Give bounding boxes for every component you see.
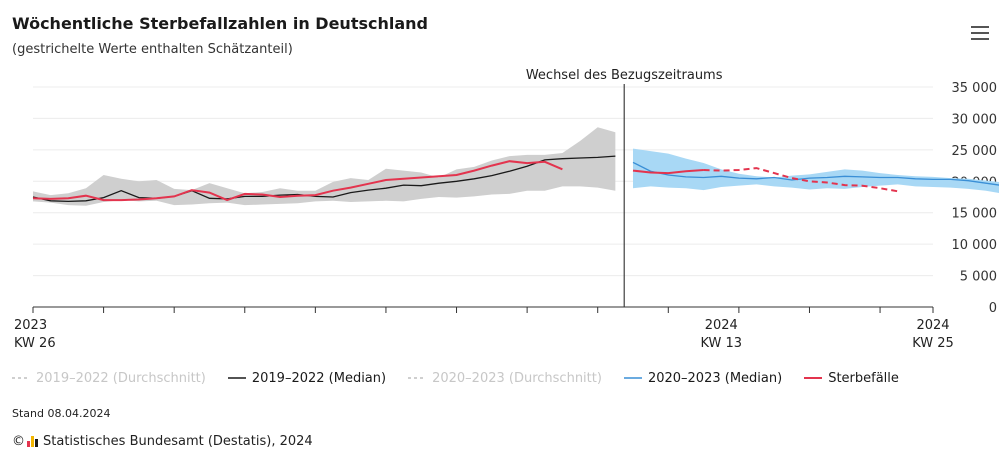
x-tick-label: KW 13: [700, 336, 742, 351]
copyright-symbol: ©: [12, 434, 25, 449]
x-tick-label: 2024: [705, 318, 738, 333]
legend-swatch: [623, 377, 642, 379]
x-tick-label: 2024: [916, 318, 949, 333]
y-tick-label: 10 000: [952, 238, 998, 253]
chart-legend: 2019–2022 (Durchschnitt) 2019–2022 (Medi…: [12, 368, 987, 388]
destatis-logo-icon: [27, 436, 39, 447]
y-tick-label: 30 000: [952, 112, 998, 127]
series-line-sterbefaelle: [32, 160, 563, 202]
y-tick-label: 35 000: [952, 81, 998, 96]
legend-label: Sterbefälle: [828, 370, 899, 386]
legend-item-median-2019-2022[interactable]: 2019–2022 (Median): [227, 370, 387, 386]
plot-line-label: Wechsel des Bezugszeitraums: [526, 68, 723, 83]
x-tick-label: KW 25: [912, 336, 954, 351]
legend-label: 2020–2023 (Median): [647, 370, 783, 386]
hamburger-menu-icon[interactable]: [971, 26, 989, 40]
x-tick-label: 2023: [14, 318, 47, 333]
legend-item-band-2020-2023[interactable]: 2020–2023 (Durchschnitt): [408, 371, 602, 386]
y-tick-label: 15 000: [952, 207, 998, 222]
legend-item-median-2020-2023[interactable]: 2020–2023 (Median): [623, 370, 783, 386]
legend-swatch: [804, 377, 823, 379]
legend-label: 2020–2023 (Durchschnitt): [432, 370, 602, 386]
series-line-sterbefaelle_estimate: [703, 167, 898, 193]
chart-title: Wöchentliche Sterbefallzahlen in Deutsch…: [12, 14, 428, 33]
y-tick-label: 5 000: [960, 270, 997, 285]
legend-swatch: [227, 377, 246, 379]
chart-subtitle: (gestrichelte Werte enthalten Schätzante…: [12, 42, 293, 57]
legend-label: 2019–2022 (Durchschnitt): [36, 370, 206, 386]
series-area-band_2019_2022: [33, 127, 616, 206]
x-tick-label: KW 26: [14, 336, 56, 351]
legend-item-sterbefaelle[interactable]: Sterbefälle: [804, 371, 899, 386]
legend-label: 2019–2022 (Median): [251, 370, 387, 386]
stand-date: Stand 08.04.2024: [12, 407, 111, 420]
legend-swatch: [408, 377, 427, 379]
y-tick-label: 25 000: [952, 144, 998, 159]
series-line-sterbefaelle-2: [632, 169, 704, 175]
series-area-band_2020_2023: [633, 148, 999, 194]
y-tick-label: 0: [989, 301, 997, 316]
legend-item-band-2019-2022[interactable]: 2019–2022 (Durchschnitt): [12, 371, 206, 386]
legend-swatch: [12, 377, 30, 379]
source-credit: © Statistisches Bundesamt (Destatis), 20…: [12, 434, 313, 449]
series-line-median_2019_2022: [32, 155, 616, 203]
series-line-median_2020_2023: [632, 161, 999, 186]
source-text: Statistisches Bundesamt (Destatis), 2024: [43, 434, 313, 449]
